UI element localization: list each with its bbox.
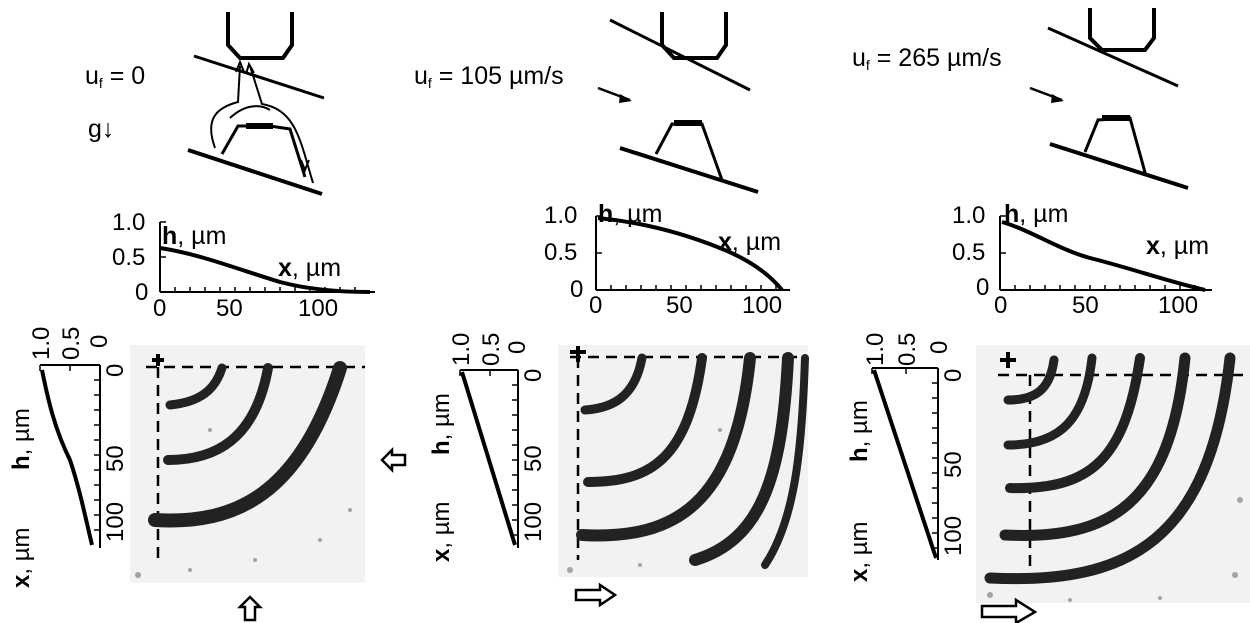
fringe-4 bbox=[689, 352, 794, 566]
profile-y-label: h, µm bbox=[1004, 200, 1069, 228]
nozzle-icon bbox=[660, 12, 728, 60]
side-profile-curve bbox=[872, 369, 938, 559]
right-outline-arrow-icon bbox=[980, 597, 1038, 623]
fringe-5 bbox=[984, 352, 1236, 585]
profile-curve bbox=[597, 216, 784, 292]
nozzle-icon bbox=[226, 12, 294, 60]
speed-label: uf = 265 µm/s bbox=[852, 44, 1002, 73]
side-tick: 0 bbox=[940, 368, 967, 382]
profile-y-label: h, µm bbox=[598, 200, 663, 228]
x-tick: 100 bbox=[742, 292, 783, 319]
panel-uf-105: uf = 105 µm/s h, µm x, µm 1.0 0.5 0 0 50… bbox=[414, 0, 830, 623]
fringe-3 bbox=[576, 352, 756, 542]
schematic-uf-265 bbox=[871, 8, 1250, 603]
panel-uf-265: uf = 265 µm/s h, µm x, µm 1.0 0.5 0 0 50… bbox=[840, 0, 1250, 623]
x-tick: 0 bbox=[994, 292, 1008, 319]
side-profile-curve bbox=[40, 369, 94, 546]
speed-label: uf = 105 µm/s bbox=[414, 62, 564, 91]
side-h-label: h, µm bbox=[846, 400, 873, 462]
schematic-uf-0 bbox=[39, 12, 375, 583]
y-tick: 0 bbox=[570, 276, 584, 303]
y-tick: 0 bbox=[135, 279, 149, 306]
upper-plate bbox=[609, 18, 751, 92]
fringe-1 bbox=[165, 363, 227, 410]
fringe-4 bbox=[999, 352, 1191, 541]
side-profile-curve bbox=[460, 371, 517, 546]
up-outline-arrow-icon bbox=[236, 595, 264, 622]
side-top-tick: 1.0 bbox=[448, 332, 475, 366]
profile-x-label: x, µm bbox=[718, 228, 782, 256]
gravity-label: g↓ bbox=[88, 115, 115, 143]
fringe-1 bbox=[1003, 355, 1059, 405]
right-outline-arrow-icon bbox=[574, 582, 618, 608]
side-tick: 100 bbox=[940, 515, 967, 556]
flow-arrow-right bbox=[249, 65, 314, 184]
side-x-label: x, µm bbox=[428, 501, 455, 562]
lower-plate bbox=[1049, 142, 1189, 190]
side-tick: 0 bbox=[520, 368, 547, 382]
upper-plate bbox=[193, 54, 325, 100]
profile-y-label: h, µm bbox=[162, 222, 227, 250]
y-tick: 0.5 bbox=[952, 239, 986, 266]
y-tick: 0.5 bbox=[544, 239, 578, 266]
lower-plate bbox=[187, 148, 323, 196]
side-top-tick: 1.0 bbox=[862, 332, 889, 366]
side-tick: 100 bbox=[520, 501, 547, 542]
x-tick: 0 bbox=[153, 295, 167, 322]
fringe-3 bbox=[1005, 353, 1145, 494]
y-tick: 1.0 bbox=[544, 202, 578, 229]
flow-arrow-left bbox=[210, 65, 241, 149]
side-h-label: h, µm bbox=[428, 393, 455, 455]
fringe-5 bbox=[761, 354, 809, 569]
side-top-tick: 0.5 bbox=[894, 332, 921, 366]
side-top-tick: 0 bbox=[926, 340, 953, 354]
x-tick: 100 bbox=[298, 295, 339, 322]
side-x-label: x, µm bbox=[846, 521, 873, 582]
x-tick: 50 bbox=[216, 295, 243, 322]
nozzle-icon bbox=[1088, 8, 1156, 52]
side-tick: 50 bbox=[940, 451, 967, 478]
schematic-uf-105 bbox=[459, 12, 809, 577]
y-tick: 0 bbox=[976, 274, 990, 301]
side-top-tick: 0 bbox=[504, 340, 531, 354]
fringe-3 bbox=[148, 361, 347, 528]
y-tick: 1.0 bbox=[952, 202, 986, 229]
side-tick: 50 bbox=[520, 445, 547, 472]
x-tick: 100 bbox=[1158, 292, 1199, 319]
x-tick: 50 bbox=[1072, 292, 1099, 319]
profile-curve bbox=[159, 246, 371, 294]
profile-x-label: x, µm bbox=[1146, 232, 1210, 260]
speed-label: uf = 0 bbox=[85, 62, 146, 91]
panel-uf-0: uf = 0 g↓ h, µm x, µm 1.0 0.5 0 0 50 100… bbox=[0, 0, 410, 623]
y-tick: 1.0 bbox=[112, 209, 146, 236]
x-tick: 0 bbox=[589, 292, 603, 319]
x-tick: 50 bbox=[666, 292, 693, 319]
profile-curve bbox=[1001, 220, 1206, 292]
fringe-1 bbox=[580, 353, 647, 415]
y-tick: 0.5 bbox=[112, 244, 146, 271]
fringe-2 bbox=[583, 353, 707, 487]
profile-x-label: x, µm bbox=[278, 254, 342, 282]
upper-plate bbox=[1047, 26, 1179, 88]
fringe-2 bbox=[1003, 353, 1097, 450]
lower-plate bbox=[619, 146, 759, 194]
side-top-tick: 0.5 bbox=[478, 332, 505, 366]
fringe-2 bbox=[163, 363, 273, 465]
